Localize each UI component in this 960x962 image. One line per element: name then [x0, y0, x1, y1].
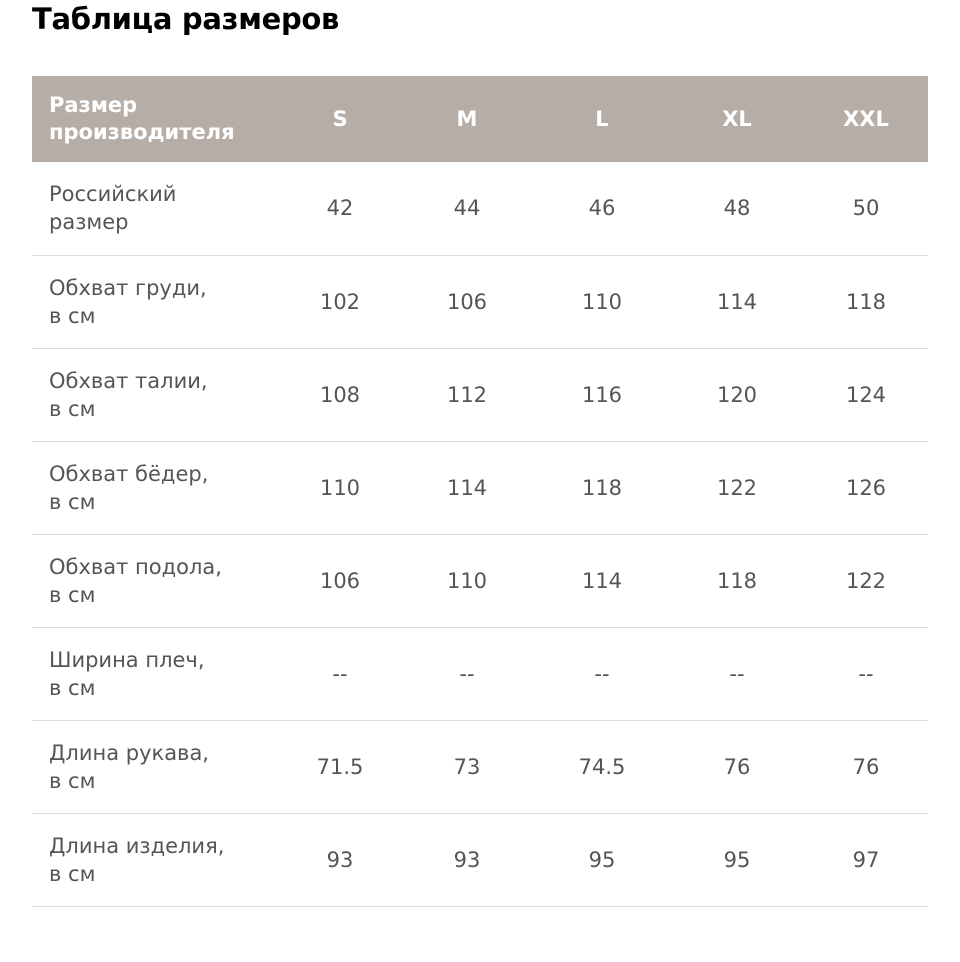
cell: 114 [716, 289, 758, 314]
cell: 110 [319, 475, 361, 500]
cell: 122 [845, 568, 887, 593]
table-header: Размер производителя S M L XL XXL [32, 76, 928, 162]
cell: -- [459, 661, 475, 686]
row-label: Российский размер [49, 182, 177, 235]
table-row: Российский размер 42 44 46 48 50 [32, 162, 928, 255]
cell: 112 [446, 382, 488, 407]
cell: 116 [581, 382, 623, 407]
row-label: Длина изделия, в см [49, 833, 225, 886]
column-header: XL [722, 106, 752, 131]
cell: 118 [716, 568, 758, 593]
cell: 126 [845, 475, 887, 500]
cell: 76 [852, 754, 880, 779]
cell: 97 [852, 847, 880, 872]
table-row: Обхват талии, в см 108 112 116 120 124 [32, 348, 928, 441]
cell: 73 [453, 754, 481, 779]
cell: 93 [326, 847, 354, 872]
cell: 76 [723, 754, 751, 779]
table-row: Длина изделия, в см 93 93 95 95 97 [32, 813, 928, 906]
row-label: Обхват груди, в см [49, 275, 207, 328]
table-row: Ширина плеч, в см -- -- -- -- -- [32, 627, 928, 720]
cell: 71.5 [316, 754, 364, 779]
cell: -- [858, 661, 874, 686]
table-row: Обхват бёдер, в см 110 114 118 122 126 [32, 441, 928, 534]
cell: 74.5 [578, 754, 626, 779]
cell: 48 [723, 196, 751, 221]
cell: 124 [845, 382, 887, 407]
cell: 95 [723, 847, 751, 872]
cell: 122 [716, 475, 758, 500]
row-label: Обхват подола, в см [49, 554, 222, 607]
cell: 50 [852, 196, 880, 221]
column-header: M [456, 106, 478, 131]
cell: 93 [453, 847, 481, 872]
cell: 114 [581, 568, 623, 593]
table-row: Обхват груди, в см 102 106 110 114 118 [32, 255, 928, 348]
row-label: Обхват талии, в см [49, 368, 208, 421]
cell: 114 [446, 475, 488, 500]
column-header: S [332, 106, 348, 131]
column-header: L [595, 106, 609, 131]
cell: 118 [581, 475, 623, 500]
column-header: XXL [843, 106, 889, 131]
cell: 106 [319, 568, 361, 593]
cell: 44 [453, 196, 481, 221]
cell: 108 [319, 382, 361, 407]
cell: 118 [845, 289, 887, 314]
cell: 120 [716, 382, 758, 407]
table-body: Российский размер 42 44 46 48 50 Обхват груди,… [32, 162, 928, 906]
page-title: Таблица размеров [32, 2, 340, 36]
table-row: Обхват подола, в см 106 110 114 118 122 [32, 534, 928, 627]
table-row: Длина рукава, в см 71.5 73 74.5 76 76 [32, 720, 928, 813]
cell: 42 [326, 196, 354, 221]
cell: 95 [588, 847, 616, 872]
row-label: Длина рукава, в см [49, 740, 209, 793]
cell: 102 [319, 289, 361, 314]
cell: 110 [446, 568, 488, 593]
cell: 110 [581, 289, 623, 314]
row-label: Ширина плеч, в см [49, 647, 205, 700]
cell: -- [332, 661, 348, 686]
cell: -- [729, 661, 745, 686]
size-table: Размер производителя S M L XL XXL Российский … [32, 76, 928, 907]
cell: 46 [588, 196, 616, 221]
header-row: Размер производителя S M L XL XXL [32, 76, 928, 162]
cell: -- [594, 661, 610, 686]
cell: 106 [446, 289, 488, 314]
column-header: Размер производителя [49, 93, 235, 144]
row-label: Обхват бёдер, в см [49, 461, 209, 514]
